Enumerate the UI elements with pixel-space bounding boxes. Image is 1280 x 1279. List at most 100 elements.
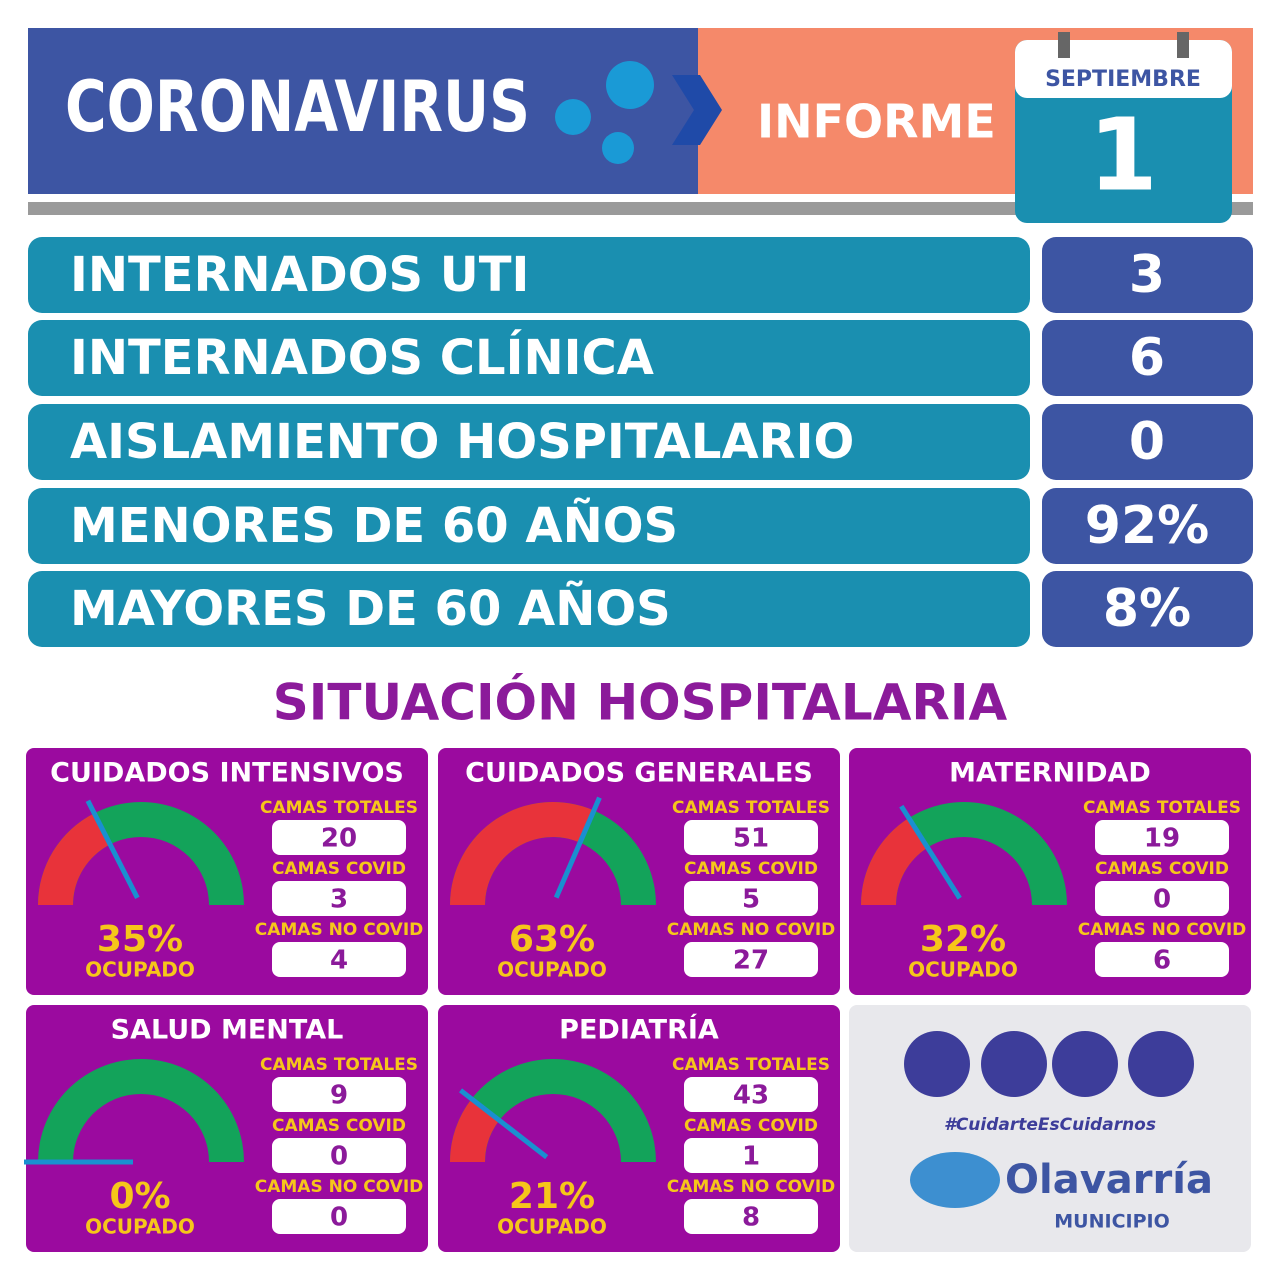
- field-value: 0: [330, 1203, 348, 1233]
- stat-bar: [28, 571, 1030, 647]
- occupancy: 0%: [109, 1176, 170, 1217]
- field-box: [684, 881, 818, 916]
- virus-icons: [555, 61, 654, 164]
- subbrand: MUNICIPIO: [1054, 1211, 1169, 1233]
- field-value: 4: [330, 946, 348, 976]
- field-value: 19: [1144, 824, 1180, 854]
- header-title: CORONAVIRUS: [65, 66, 530, 148]
- gauge-needle: [85, 799, 140, 900]
- stat-label: INTERNADOS CLÍNICA: [70, 329, 654, 386]
- calendar-day: 1: [1088, 96, 1158, 213]
- calendar-month: SEPTIEMBRE: [1045, 67, 1201, 92]
- field-value: 9: [330, 1081, 348, 1111]
- stat-box: [1042, 237, 1253, 313]
- stat-label: INTERNADOS UTI: [70, 247, 529, 303]
- field-value: 43: [733, 1081, 769, 1111]
- unit-name: PEDIATRÍA: [559, 1014, 719, 1046]
- field-label: CAMAS NO COVID: [255, 1177, 424, 1197]
- unit-name: SALUD MENTAL: [111, 1015, 344, 1046]
- stat-box: [1042, 571, 1253, 647]
- stat-label: MAYORES DE 60 AÑOS: [70, 580, 671, 637]
- field-box: [684, 1138, 818, 1173]
- field-box: [684, 942, 818, 977]
- unit-name: CUIDADOS GENERALES: [465, 758, 813, 789]
- stat-label: MENORES DE 60 AÑOS: [70, 497, 678, 554]
- calendar-ring: [1177, 32, 1189, 58]
- gauge-needle: [899, 804, 962, 900]
- gauge-fill: [38, 813, 111, 905]
- stat-label: AISLAMIENTO HOSPITALARIO: [70, 414, 854, 470]
- field-value: 1: [742, 1142, 760, 1172]
- field-label: CAMAS COVID: [684, 859, 818, 879]
- occupancy: 21%: [509, 1176, 595, 1217]
- field-label: CAMAS COVID: [1095, 859, 1229, 879]
- field-label: CAMAS NO COVID: [255, 920, 424, 940]
- stat-value: 8%: [1103, 579, 1191, 639]
- section-title: SITUACIÓN HOSPITALARIA: [273, 673, 1008, 732]
- stat-value: 92%: [1085, 496, 1209, 556]
- field-label: CAMAS TOTALES: [260, 798, 418, 818]
- field-label: CAMAS COVID: [272, 1116, 406, 1136]
- stat-box: [1042, 320, 1253, 396]
- field-label: CAMAS COVID: [272, 859, 406, 879]
- field-label: CAMAS NO COVID: [667, 1177, 836, 1197]
- occupancy-label: OCUPADO: [497, 1215, 607, 1239]
- occupancy-label: OCUPADO: [497, 958, 607, 982]
- field-value: 8: [742, 1203, 760, 1233]
- field-box: [272, 1077, 406, 1112]
- stat-value: 6: [1129, 328, 1165, 388]
- field-label: CAMAS NO COVID: [667, 920, 836, 940]
- stat-value: 3: [1129, 245, 1165, 305]
- occupancy-label: OCUPADO: [85, 958, 195, 982]
- occupancy: 63%: [509, 919, 595, 960]
- gauge-track: [450, 1059, 656, 1162]
- field-box: [272, 820, 406, 855]
- occupancy: 32%: [920, 919, 1006, 960]
- field-box: [272, 1138, 406, 1173]
- unit-name: CUIDADOS INTENSIVOS: [50, 758, 404, 789]
- hashtag: #CuidarteEsCuidarnos: [944, 1115, 1156, 1135]
- gauge-fill: [861, 818, 928, 905]
- field-box: [272, 942, 406, 977]
- calendar-ring: [1058, 32, 1070, 58]
- field-value: 0: [1153, 885, 1171, 915]
- field-box: [684, 1077, 818, 1112]
- header-rule: [28, 202, 1253, 215]
- field-box: [1095, 881, 1229, 916]
- field-label: CAMAS TOTALES: [672, 798, 830, 818]
- field-box: [1095, 942, 1229, 977]
- gauge-needle: [553, 796, 602, 899]
- stat-bar: [28, 320, 1030, 396]
- stat-box: [1042, 404, 1253, 480]
- occupancy-label: OCUPADO: [85, 1215, 195, 1239]
- stat-box: [1042, 488, 1253, 564]
- field-label: CAMAS NO COVID: [1078, 920, 1247, 940]
- stat-bar: [28, 237, 1030, 313]
- care-icons: [904, 1031, 1194, 1097]
- field-box: [272, 1199, 406, 1234]
- field-value: 0: [330, 1142, 348, 1172]
- brand: Olavarría: [1005, 1157, 1213, 1203]
- gauge-fill: [450, 801, 594, 905]
- chevron: [672, 75, 722, 145]
- header-report: INFORME: [757, 95, 996, 149]
- field-value: 6: [1153, 946, 1171, 976]
- field-value: 3: [330, 885, 348, 915]
- field-box: [272, 881, 406, 916]
- field-value: 27: [733, 946, 769, 976]
- field-label: CAMAS TOTALES: [260, 1055, 418, 1075]
- gauge-track: [38, 1059, 244, 1162]
- field-box: [684, 820, 818, 855]
- field-box: [1095, 820, 1229, 855]
- stat-bar: [28, 404, 1030, 480]
- occupancy-label: OCUPADO: [908, 958, 1018, 982]
- gauge-fill: [450, 1098, 500, 1162]
- field-label: CAMAS COVID: [684, 1116, 818, 1136]
- gauge-needle: [459, 1088, 549, 1160]
- field-value: 20: [321, 824, 357, 854]
- unit-name: MATERNIDAD: [949, 758, 1151, 789]
- field-label: CAMAS TOTALES: [1083, 798, 1241, 818]
- field-value: 51: [733, 824, 769, 854]
- stat-value: 0: [1129, 412, 1165, 472]
